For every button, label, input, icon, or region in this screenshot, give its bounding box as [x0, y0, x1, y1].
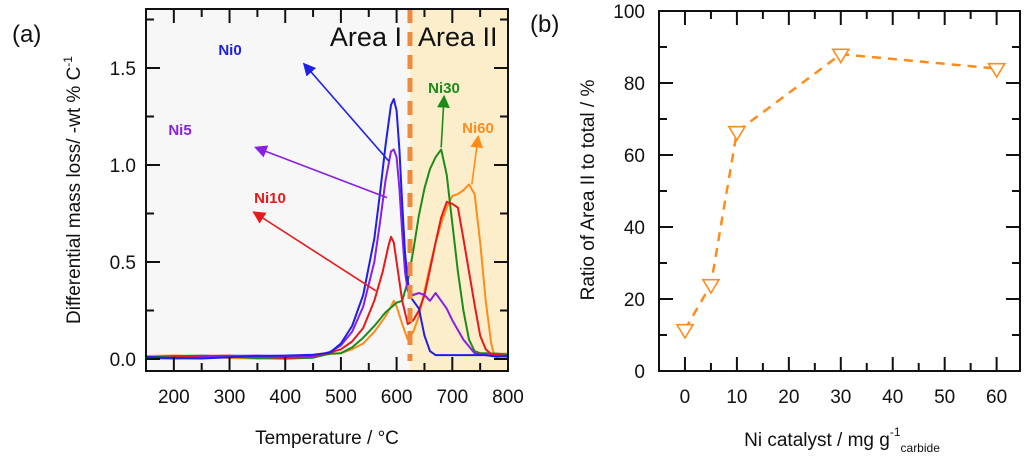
region-label-2: Area II	[418, 22, 498, 52]
y-tick-label: 40	[624, 218, 645, 239]
y-tick-label: 100	[613, 2, 645, 23]
y-axis-ticks: 0 20 40 60 80 100	[613, 2, 1020, 383]
y-tick-label: 80	[624, 74, 645, 95]
data-point	[727, 125, 747, 142]
x-tick-label: 600	[381, 387, 413, 408]
x-axis-title: Ni catalyst / mg g-1carbide	[744, 425, 940, 455]
x-tick-label: 800	[492, 387, 524, 408]
x-axis-ticks: 0 10 20 30 40 50 60	[680, 11, 1007, 408]
series-label-ni60: Ni60	[462, 120, 494, 137]
area-regions	[146, 9, 508, 371]
x-tick-label: 400	[269, 387, 301, 408]
region-2	[409, 9, 508, 371]
y-tick-label: 0.5	[110, 253, 136, 274]
x-tick-label: 200	[158, 387, 190, 408]
data-point	[987, 62, 1007, 79]
series-annotations: Ni0 Ni5 Ni10 Ni30 Ni60	[168, 42, 494, 292]
x-tick-label: 20	[778, 387, 799, 408]
series-label-ni5: Ni5	[168, 122, 191, 139]
series-label-ni0: Ni0	[218, 42, 241, 59]
y-tick-label: 60	[624, 146, 645, 167]
series-label-ni10: Ni10	[254, 190, 286, 207]
y-axis-title: Ratio of Area II to total / %	[578, 80, 599, 301]
data-point	[675, 323, 695, 340]
x-tick-label: 700	[436, 387, 468, 408]
series-arrow-ni10	[252, 211, 377, 292]
panel-a-label: (a)	[12, 21, 41, 48]
x-axis-title: Temperature / °C	[255, 428, 399, 449]
y-tick-label: 0	[634, 362, 645, 383]
y-tick-label: 1.5	[110, 59, 136, 80]
area-labels: Area I Area II	[330, 22, 498, 52]
x-tick-label: 500	[325, 387, 357, 408]
x-tick-label: 0	[680, 387, 691, 408]
x-tick-label: 50	[934, 387, 955, 408]
x-tick-label: 30	[830, 387, 851, 408]
plot-frame-a	[145, 8, 509, 372]
panel-b: (b) 0 10 20 30 40 50 60 0 20 40 60 80 100 Ni cataly…	[530, 2, 1021, 455]
data-point	[831, 48, 851, 65]
series-group	[675, 48, 1007, 340]
series-line-ni5	[146, 148, 508, 360]
y-axis-ticks: 0.0 0.5 1.0 1.5	[110, 18, 508, 371]
y-tick-label: 1.0	[110, 156, 136, 177]
panel-a: (a) Area I Area II Ni0 Ni5 Ni10 Ni30 Ni60 200…	[12, 8, 524, 449]
series-arrow-ni0	[302, 62, 390, 162]
x-tick-label: 10	[726, 387, 747, 408]
plot-frame-b	[658, 10, 1021, 372]
x-axis-ticks: 200 300 400 500 600 700 800	[145, 9, 524, 408]
x-tick-label: 60	[986, 387, 1007, 408]
series-line-ni0	[146, 98, 508, 360]
region-label-1: Area I	[330, 22, 402, 52]
panel-b-label: (b)	[530, 11, 559, 38]
y-tick-label: 20	[624, 290, 645, 311]
series-line	[683, 52, 997, 331]
y-axis-title: Differential mass loss/ -wt % C-1	[61, 56, 85, 324]
series-arrow-ni5	[254, 145, 388, 199]
series-label-ni30: Ni30	[428, 80, 460, 97]
x-tick-label: 300	[214, 387, 246, 408]
series-arrow-ni60	[470, 134, 484, 185]
data-point	[701, 278, 721, 295]
y-tick-label: 0.0	[110, 350, 136, 371]
series-arrow-ni30	[437, 94, 450, 148]
x-tick-label: 40	[882, 387, 903, 408]
